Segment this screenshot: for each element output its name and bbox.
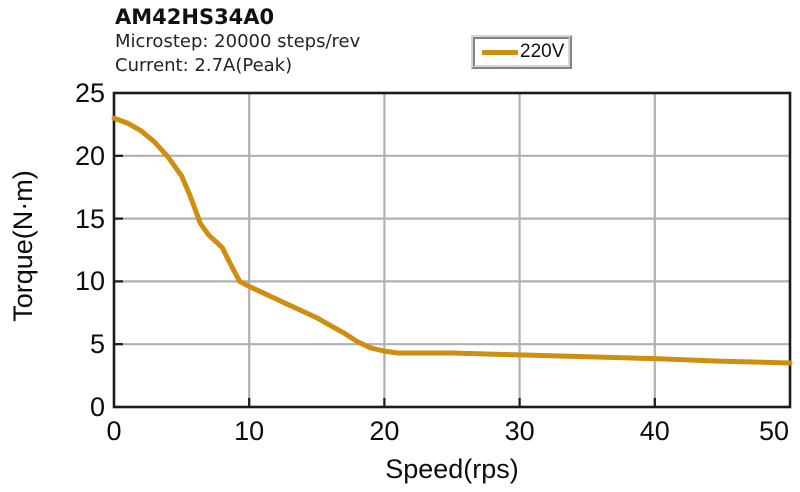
legend-line-swatch-icon <box>482 49 518 55</box>
y-tick-label: 5 <box>89 329 105 360</box>
y-tick-label: 20 <box>74 140 105 171</box>
y-tick-label: 10 <box>74 266 105 297</box>
x-tick-label: 0 <box>106 416 122 446</box>
x-tick-label: 10 <box>234 416 265 446</box>
axis-frame <box>112 91 792 409</box>
legend-box: 220V <box>471 35 572 69</box>
chart-title: AM42HS34A0 <box>115 5 275 29</box>
chart-header: AM42HS34A0 Microstep: 20000 steps/rev Cu… <box>115 4 360 78</box>
legend-label: 220V <box>520 41 565 62</box>
chart-subtitle-current: Current: 2.7A(Peak) <box>115 55 293 76</box>
chart-subtitle-microstep: Microstep: 20000 steps/rev <box>115 31 361 52</box>
y-tick-label: 15 <box>74 203 105 234</box>
torque-curve-220v <box>111 115 793 366</box>
x-axis-title: Speed(rps) <box>385 454 519 484</box>
x-tick-label: 40 <box>639 416 670 446</box>
x-tick-label: 50 <box>758 416 789 446</box>
x-tick-label: 20 <box>369 416 400 446</box>
x-tick-label: 30 <box>504 416 535 446</box>
y-tick-label: 0 <box>89 392 105 422</box>
y-tick-label: 25 <box>74 78 105 108</box>
y-axis-title: Torque(N·m) <box>8 170 38 322</box>
